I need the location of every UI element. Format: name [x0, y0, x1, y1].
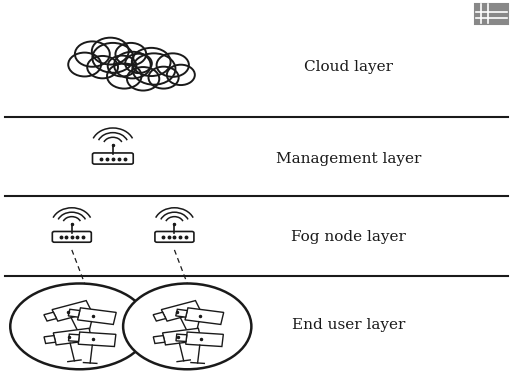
FancyBboxPatch shape — [69, 334, 80, 341]
FancyBboxPatch shape — [44, 312, 56, 321]
Circle shape — [68, 53, 101, 76]
FancyBboxPatch shape — [153, 336, 165, 344]
FancyBboxPatch shape — [153, 312, 166, 321]
FancyBboxPatch shape — [92, 153, 133, 164]
FancyBboxPatch shape — [176, 334, 187, 341]
Circle shape — [125, 54, 152, 73]
FancyBboxPatch shape — [176, 309, 187, 317]
FancyBboxPatch shape — [186, 332, 223, 347]
FancyBboxPatch shape — [162, 301, 201, 321]
Text: End user layer: End user layer — [292, 317, 406, 332]
FancyBboxPatch shape — [77, 308, 116, 325]
FancyBboxPatch shape — [68, 309, 80, 317]
Text: Cloud layer: Cloud layer — [304, 60, 393, 74]
FancyBboxPatch shape — [44, 336, 55, 344]
Text: Management layer: Management layer — [276, 151, 422, 166]
Circle shape — [167, 65, 195, 85]
Ellipse shape — [10, 283, 149, 369]
Text: Fog node layer: Fog node layer — [291, 230, 406, 244]
Circle shape — [92, 38, 129, 65]
Circle shape — [108, 56, 136, 76]
Circle shape — [115, 43, 146, 65]
Circle shape — [75, 41, 110, 67]
Circle shape — [92, 43, 133, 73]
FancyBboxPatch shape — [52, 301, 92, 321]
FancyBboxPatch shape — [52, 232, 91, 242]
Circle shape — [87, 56, 118, 78]
Circle shape — [149, 67, 179, 89]
FancyBboxPatch shape — [155, 232, 194, 242]
Circle shape — [156, 53, 189, 77]
FancyBboxPatch shape — [185, 308, 224, 325]
Ellipse shape — [123, 283, 251, 369]
Circle shape — [132, 53, 175, 85]
FancyBboxPatch shape — [163, 328, 201, 345]
Circle shape — [132, 48, 171, 76]
Circle shape — [107, 63, 142, 89]
Circle shape — [127, 67, 159, 91]
FancyBboxPatch shape — [53, 328, 92, 345]
Circle shape — [114, 52, 151, 78]
FancyBboxPatch shape — [475, 4, 508, 24]
FancyBboxPatch shape — [78, 332, 116, 347]
